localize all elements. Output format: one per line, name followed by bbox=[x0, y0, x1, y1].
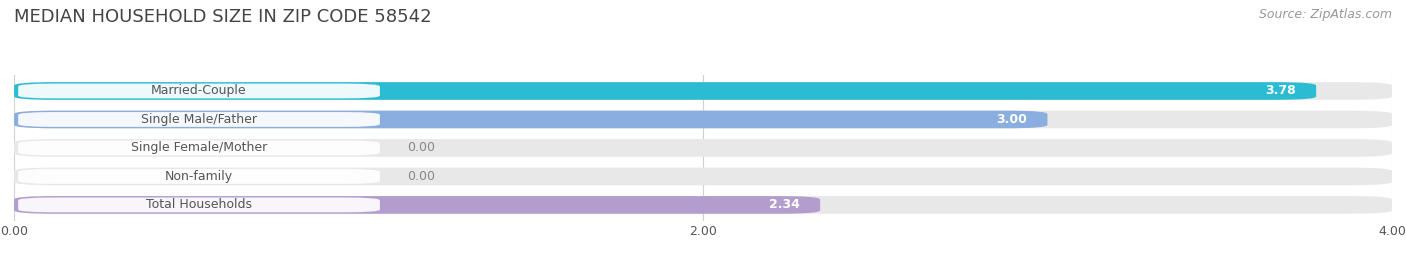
Text: 0.00: 0.00 bbox=[406, 141, 434, 154]
FancyBboxPatch shape bbox=[18, 140, 380, 155]
FancyBboxPatch shape bbox=[18, 197, 380, 212]
FancyBboxPatch shape bbox=[14, 111, 1047, 128]
FancyBboxPatch shape bbox=[14, 111, 1392, 128]
Text: 2.34: 2.34 bbox=[769, 199, 800, 211]
Text: Married-Couple: Married-Couple bbox=[152, 84, 247, 97]
Text: 3.78: 3.78 bbox=[1265, 84, 1295, 97]
FancyBboxPatch shape bbox=[14, 196, 1392, 214]
Text: Source: ZipAtlas.com: Source: ZipAtlas.com bbox=[1258, 8, 1392, 21]
Text: MEDIAN HOUSEHOLD SIZE IN ZIP CODE 58542: MEDIAN HOUSEHOLD SIZE IN ZIP CODE 58542 bbox=[14, 8, 432, 26]
Text: Non-family: Non-family bbox=[165, 170, 233, 183]
FancyBboxPatch shape bbox=[18, 84, 380, 98]
Text: Single Male/Father: Single Male/Father bbox=[141, 113, 257, 126]
FancyBboxPatch shape bbox=[18, 169, 380, 184]
Text: Total Households: Total Households bbox=[146, 199, 252, 211]
FancyBboxPatch shape bbox=[14, 139, 1392, 157]
Text: 0.00: 0.00 bbox=[406, 170, 434, 183]
Text: Single Female/Mother: Single Female/Mother bbox=[131, 141, 267, 154]
FancyBboxPatch shape bbox=[14, 168, 1392, 185]
FancyBboxPatch shape bbox=[14, 82, 1392, 100]
FancyBboxPatch shape bbox=[14, 82, 1316, 100]
Text: 3.00: 3.00 bbox=[995, 113, 1026, 126]
FancyBboxPatch shape bbox=[18, 112, 380, 127]
FancyBboxPatch shape bbox=[14, 196, 820, 214]
